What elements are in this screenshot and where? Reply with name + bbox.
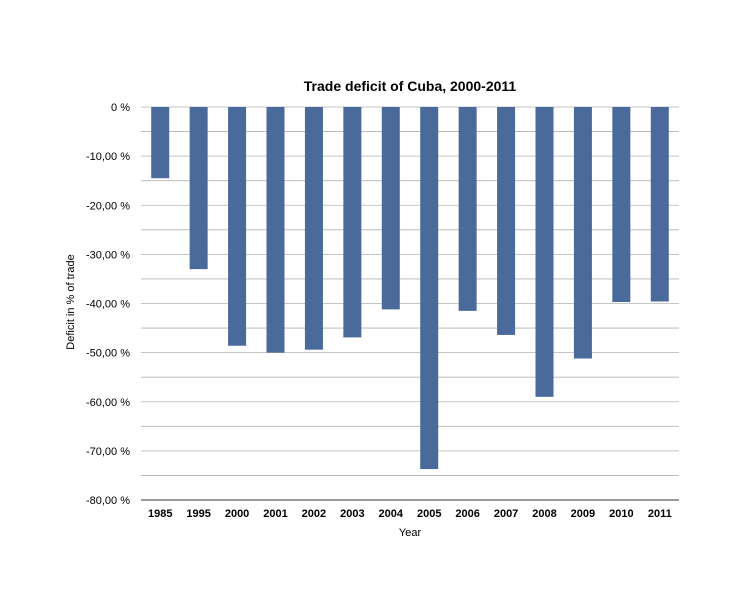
x-axis-label: Year [399, 527, 422, 539]
x-category-label: 2000 [225, 508, 249, 520]
bar-2005 [420, 107, 439, 470]
gridlines [141, 106, 679, 501]
y-tick-label: -70,00 % [86, 446, 130, 458]
bar-2006 [458, 107, 477, 311]
y-tick-label: -40,00 % [86, 299, 130, 311]
y-tick-label: -60,00 % [86, 397, 130, 409]
x-category-label: 2003 [340, 508, 364, 520]
x-category-label: 1985 [148, 508, 172, 520]
bar-2002 [304, 107, 323, 350]
x-category-label: 2004 [379, 508, 404, 520]
x-category-label: 2005 [417, 508, 441, 520]
bar-2004 [381, 107, 400, 310]
y-tick-label: -20,00 % [86, 200, 130, 212]
y-axis-ticks: 0 % -10,00 % -20,00 % -30,00 % -40,00 % -50,0… [86, 102, 130, 507]
x-category-label: 2001 [263, 508, 287, 520]
bar-2000 [228, 107, 247, 346]
bar-1995 [189, 107, 208, 270]
bar-1985 [151, 107, 170, 179]
bar-2001 [266, 107, 285, 353]
bars [151, 107, 669, 470]
x-category-label: 2011 [648, 508, 672, 520]
y-axis-label: Deficit in % of trade [65, 254, 77, 349]
x-category-label: 2008 [532, 508, 556, 520]
y-tick-label: -80,00 % [86, 495, 130, 507]
x-category-label: 2006 [455, 508, 479, 520]
bar-2007 [497, 107, 516, 335]
y-tick-label: -30,00 % [86, 249, 130, 261]
bar-2011 [650, 107, 669, 302]
bar-2003 [343, 107, 362, 338]
x-category-label: 2002 [302, 508, 326, 520]
bar-2008 [535, 107, 554, 397]
y-tick-label: 0 % [111, 102, 130, 114]
x-axis-categories: 1985 1995 2000 2001 2002 2003 2004 2005 2006 2007… [148, 508, 672, 520]
chart-title: Trade deficit of Cuba, 2000-2011 [304, 78, 517, 94]
bar-2010 [612, 107, 631, 303]
x-category-label: 2010 [609, 508, 633, 520]
x-category-label: 1995 [186, 508, 210, 520]
x-category-label: 2009 [571, 508, 595, 520]
y-tick-label: -50,00 % [86, 348, 130, 360]
y-tick-label: -10,00 % [86, 151, 130, 163]
x-category-label: 2007 [494, 508, 518, 520]
bar-2009 [573, 107, 592, 359]
